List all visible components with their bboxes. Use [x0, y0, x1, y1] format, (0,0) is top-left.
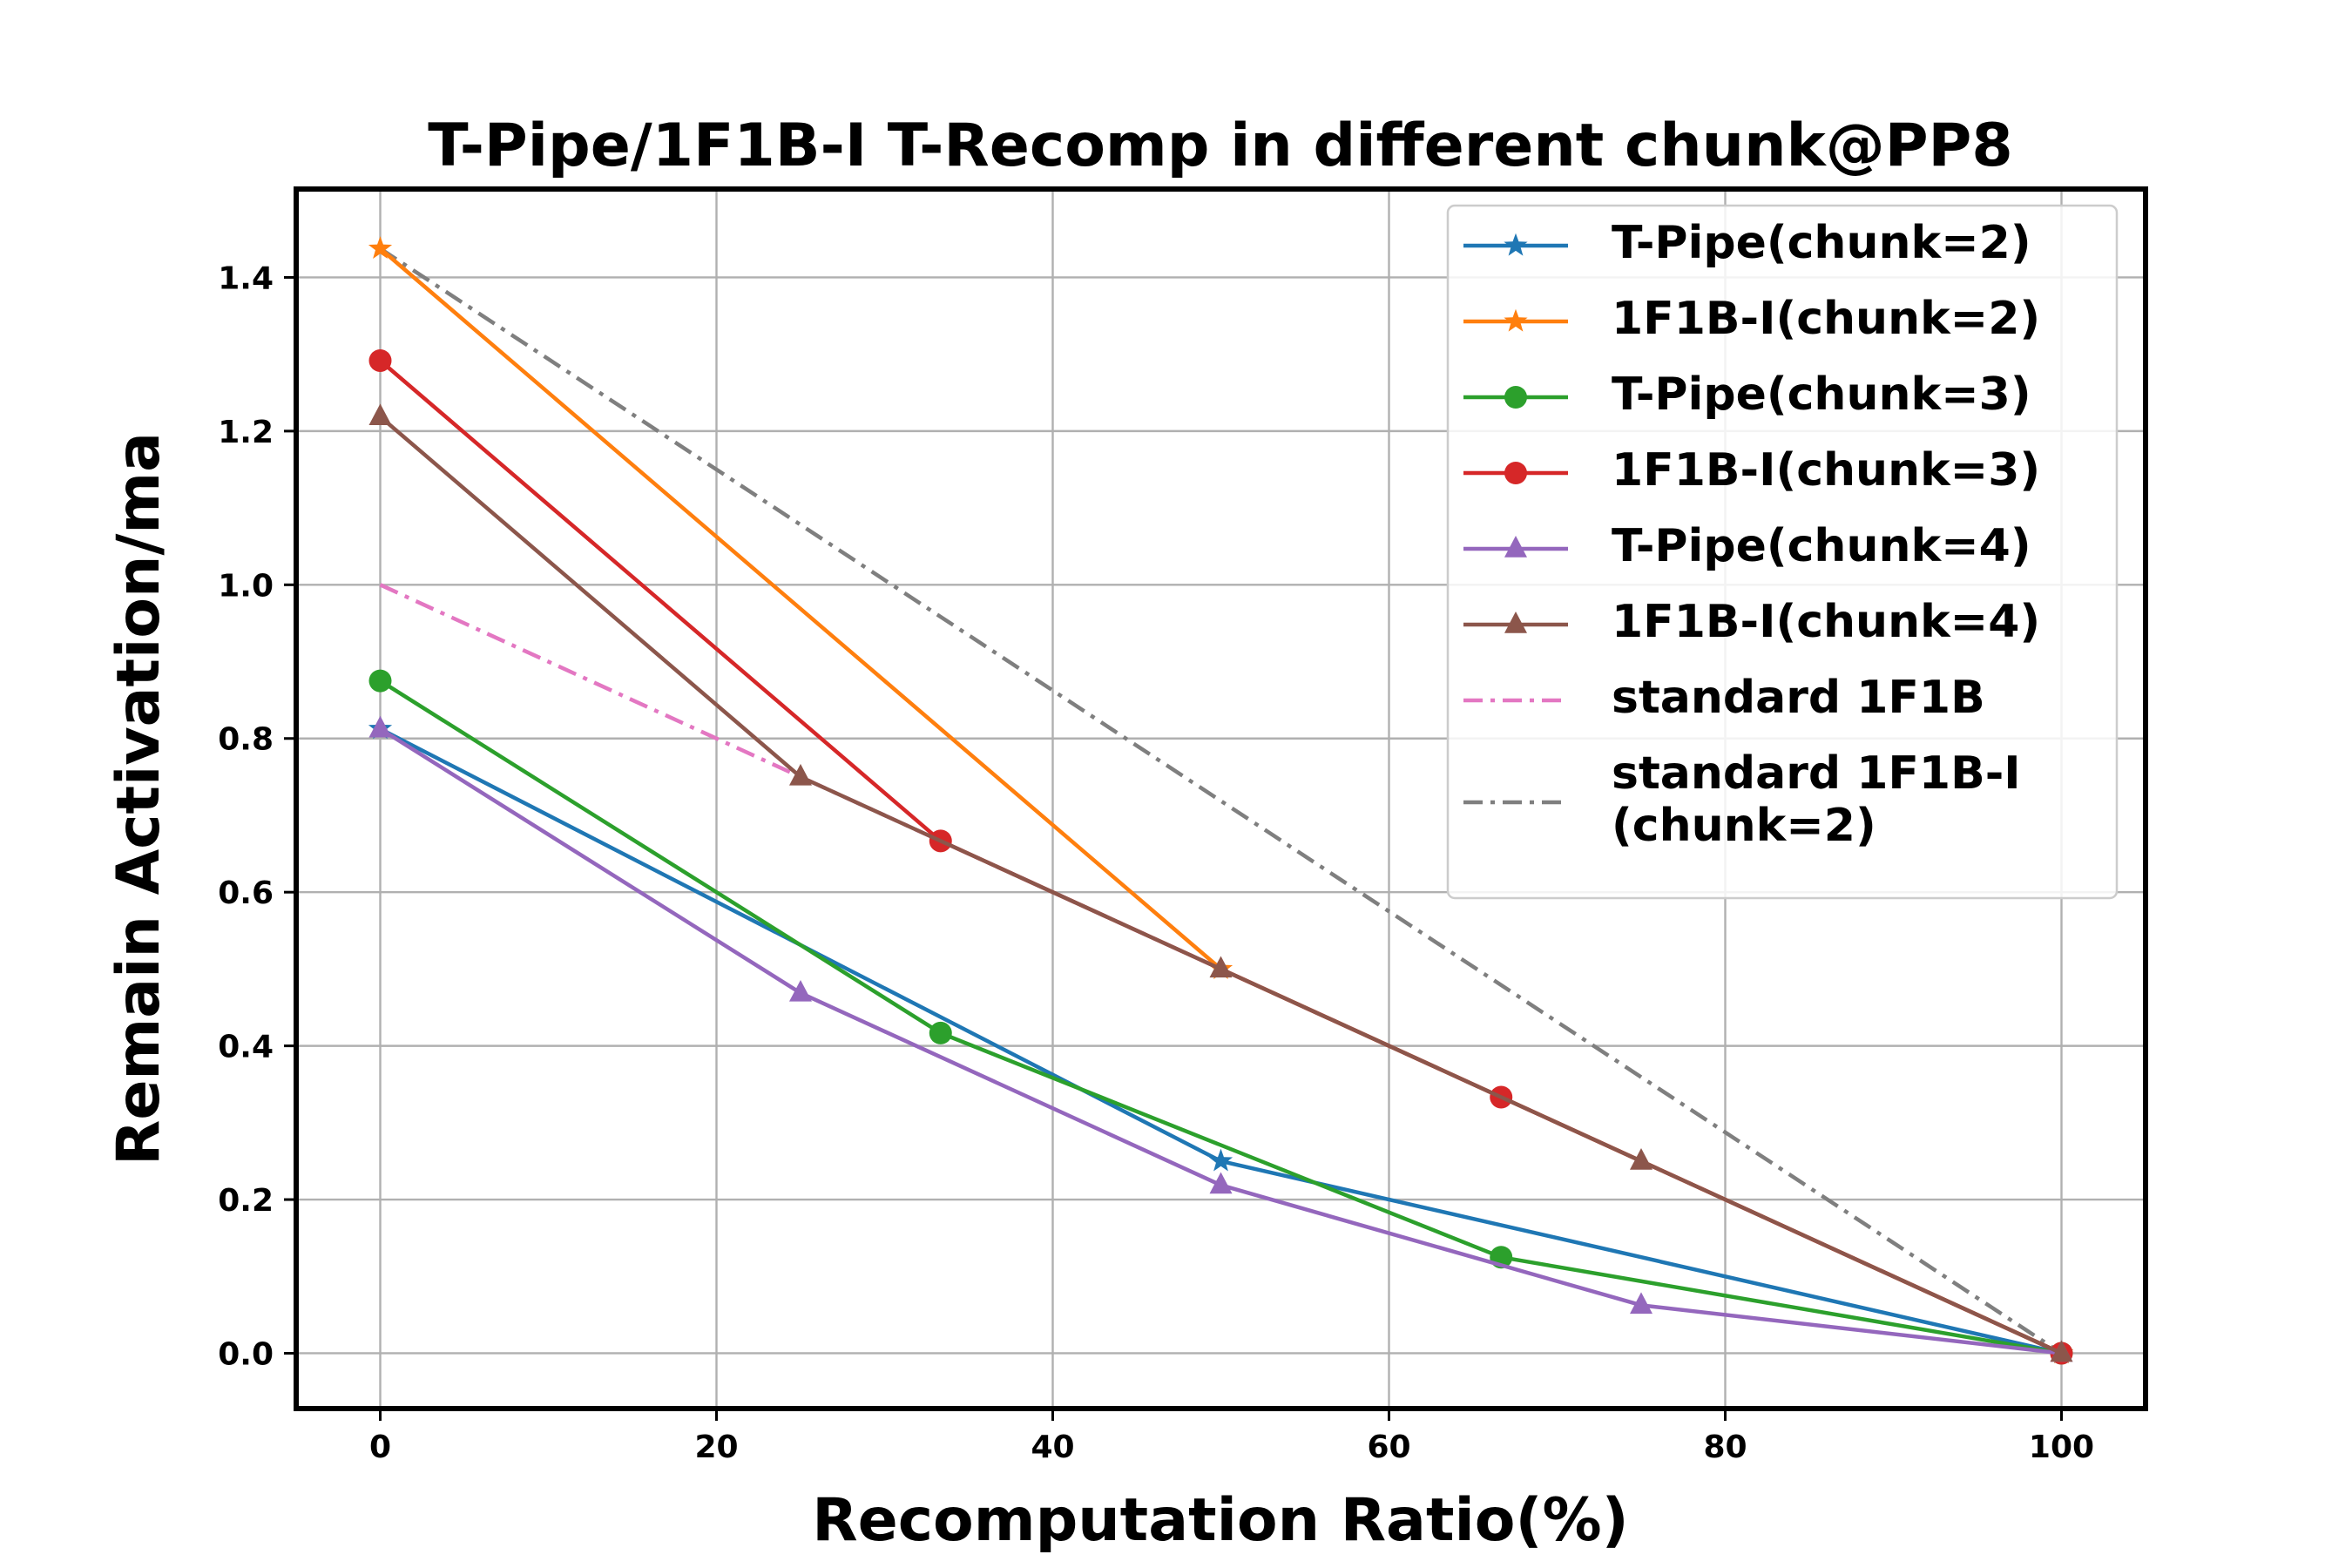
x-tick-label: 100: [2029, 1429, 2094, 1465]
data-point: [789, 979, 812, 1002]
tick-layer: 0 20 40 60 80 100 0.0 0.2 0.4 0.6 0.8 1.0 1.2 1.4: [218, 260, 2094, 1465]
chart-title: T-Pipe/1F1B-I T-Recomp in different chun…: [428, 112, 2012, 180]
y-axis-label: Remain Activation/ma: [105, 432, 173, 1166]
data-point: [1209, 956, 1233, 978]
y-tick-label: 0.6: [218, 875, 274, 911]
data-point: [789, 763, 812, 786]
legend-label: T-Pipe(chunk=4): [1612, 520, 2031, 572]
legend-item: 1F1B-I(chunk=2): [1463, 293, 2040, 345]
x-tick-label: 0: [369, 1429, 391, 1465]
y-tick-label: 0.0: [218, 1336, 274, 1372]
data-point: [1504, 233, 1528, 256]
x-tick-label: 60: [1367, 1429, 1410, 1465]
y-tick-label: 0.4: [218, 1030, 274, 1065]
data-point: [1630, 1147, 1652, 1170]
legend-label: T-Pipe(chunk=2): [1612, 217, 2031, 269]
data-point: [1209, 1172, 1233, 1194]
data-point: [368, 669, 392, 693]
legend-label: 1F1B-I(chunk=3): [1612, 444, 2040, 497]
legend-item: T-Pipe(chunk=2): [1463, 217, 2031, 269]
data-point: [368, 715, 392, 738]
y-tick-label: 1.2: [218, 415, 274, 450]
x-tick-label: 40: [1031, 1429, 1074, 1465]
y-tick-label: 1.4: [218, 260, 274, 296]
legend-box: [1446, 204, 2119, 900]
data-point: [1630, 1292, 1652, 1315]
data-point: [368, 403, 392, 426]
legend-item: T-Pipe(chunk=3): [1463, 368, 2031, 421]
series: [368, 403, 2073, 1362]
x-tick-label: 20: [694, 1429, 738, 1465]
series: [379, 247, 2063, 1355]
legend-label: standard 1F1B: [1612, 672, 1985, 724]
legend-item: T-Pipe(chunk=4): [1463, 520, 2031, 572]
data-point: [368, 236, 393, 259]
plot-frame: [294, 186, 2148, 1411]
data-point: [1504, 308, 1528, 332]
data-point: [1504, 536, 1527, 558]
legend-label: 1F1B-I(chunk=2): [1612, 293, 2040, 345]
data-point: [2050, 1340, 2073, 1362]
y-tick-label: 1.0: [218, 568, 274, 604]
data-point: [1208, 1148, 1233, 1172]
legend-label: standard 1F1B-I (chunk=2): [1612, 747, 2021, 852]
y-tick-label: 0.8: [218, 722, 274, 758]
legend: T-Pipe(chunk=2) 1F1B-I(chunk=2) T-Pipe(chu…: [1446, 204, 2119, 900]
legend-item: 1F1B-I(chunk=3): [1463, 444, 2040, 497]
data-point: [368, 348, 392, 372]
data-point: [929, 1021, 952, 1044]
series-line: [379, 247, 2063, 1355]
data-point: [1504, 612, 1527, 633]
data-point: [1504, 462, 1527, 484]
x-axis-label: Recomputation Ratio(%): [812, 1486, 1629, 1555]
legend-item: standard 1F1B-I (chunk=2): [1463, 747, 2021, 852]
legend-item: standard 1F1B: [1463, 672, 1985, 724]
series-layer: [368, 236, 2074, 1365]
legend-label: 1F1B-I(chunk=4): [1612, 596, 2040, 648]
series-line: [379, 679, 2062, 1355]
data-point: [1504, 386, 1527, 409]
x-tick-label: 80: [1703, 1429, 1747, 1465]
legend-label: T-Pipe(chunk=3): [1612, 368, 2031, 421]
y-tick-label: 0.2: [218, 1183, 274, 1219]
legend-item: 1F1B-I(chunk=4): [1463, 596, 2040, 648]
